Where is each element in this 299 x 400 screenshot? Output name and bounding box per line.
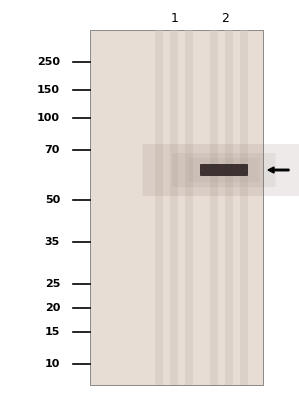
Text: 1: 1 <box>171 12 179 24</box>
Bar <box>170 30 178 385</box>
Text: 20: 20 <box>45 303 60 313</box>
Text: 35: 35 <box>45 237 60 247</box>
Text: 100: 100 <box>37 113 60 123</box>
Bar <box>210 30 218 385</box>
Bar <box>90 30 263 385</box>
Text: 250: 250 <box>37 57 60 67</box>
Text: 2: 2 <box>221 12 229 24</box>
Text: 15: 15 <box>45 327 60 337</box>
FancyBboxPatch shape <box>143 144 299 196</box>
FancyBboxPatch shape <box>173 153 276 187</box>
FancyArrow shape <box>268 167 289 173</box>
Text: 10: 10 <box>45 359 60 369</box>
Text: 50: 50 <box>45 195 60 205</box>
Bar <box>240 30 248 385</box>
Bar <box>185 30 193 385</box>
Bar <box>225 30 233 385</box>
Text: 25: 25 <box>45 279 60 289</box>
FancyBboxPatch shape <box>200 164 248 176</box>
Bar <box>155 30 163 385</box>
FancyBboxPatch shape <box>188 158 260 182</box>
Text: 70: 70 <box>45 145 60 155</box>
Text: 150: 150 <box>37 85 60 95</box>
